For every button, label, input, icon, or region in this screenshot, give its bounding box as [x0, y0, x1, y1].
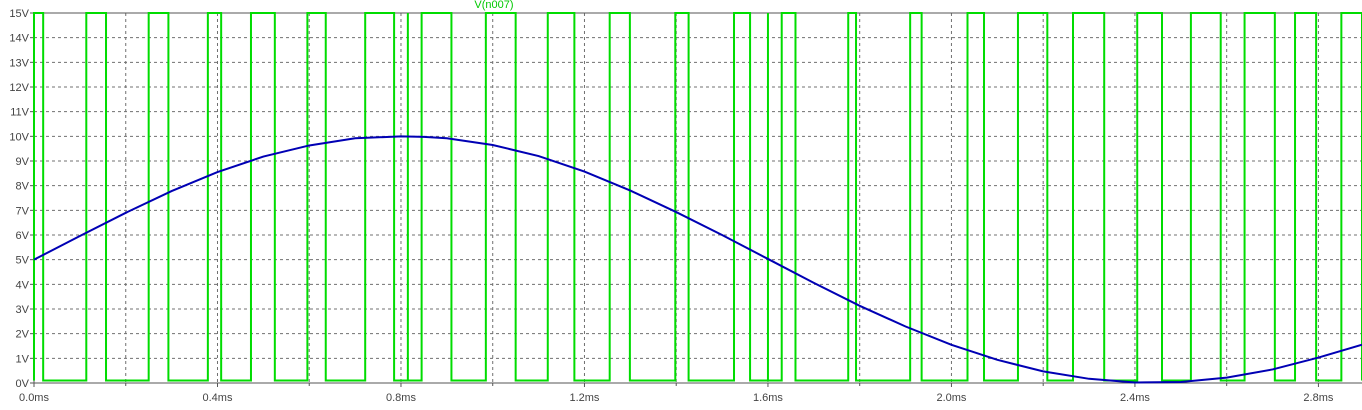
x-tick-label: 0.0ms	[19, 392, 49, 404]
y-tick-label: 6V	[16, 230, 30, 242]
axis-labels: 0V 1V 2V 3V 4V 5V 6V 7V 8V 9V 10V 11V 12V 13V 14V 15V 0.…	[9, 8, 1333, 404]
x-tick-label: 1.6ms	[753, 392, 783, 404]
y-tick-label: 10V	[9, 131, 29, 143]
series-sine-line	[33, 135, 1362, 384]
y-tick-label: 8V	[16, 181, 30, 193]
y-tick-label: 2V	[16, 329, 30, 341]
grid-layer	[34, 13, 1362, 383]
x-tick-label: 0.8ms	[386, 392, 416, 404]
x-tick-label: 2.0ms	[936, 392, 966, 404]
y-tick-label: 12V	[9, 82, 29, 94]
y-tick-label: 11V	[10, 107, 29, 119]
y-tick-label: 4V	[16, 279, 30, 291]
y-tick-label: 13V	[9, 57, 29, 69]
y-tick-label: 0V	[16, 378, 30, 390]
series-layer	[33, 12, 1362, 384]
x-tick-label: 2.8ms	[1303, 392, 1333, 404]
trace-title[interactable]: V(n007)	[474, 0, 513, 11]
y-tick-label: 9V	[16, 156, 30, 168]
y-tick-label: 1V	[16, 353, 30, 365]
y-tick-label: 7V	[16, 205, 30, 217]
x-tick-label: 0.4ms	[203, 392, 233, 404]
series-pulse-line	[33, 12, 1362, 382]
y-tick-label: 5V	[16, 255, 30, 267]
x-tick-label: 2.4ms	[1120, 392, 1150, 404]
x-tick-label: 1.2ms	[569, 392, 599, 404]
y-tick-label: 3V	[16, 304, 30, 316]
y-tick-label: 15V	[9, 8, 29, 20]
y-tick-label: 14V	[9, 33, 29, 45]
